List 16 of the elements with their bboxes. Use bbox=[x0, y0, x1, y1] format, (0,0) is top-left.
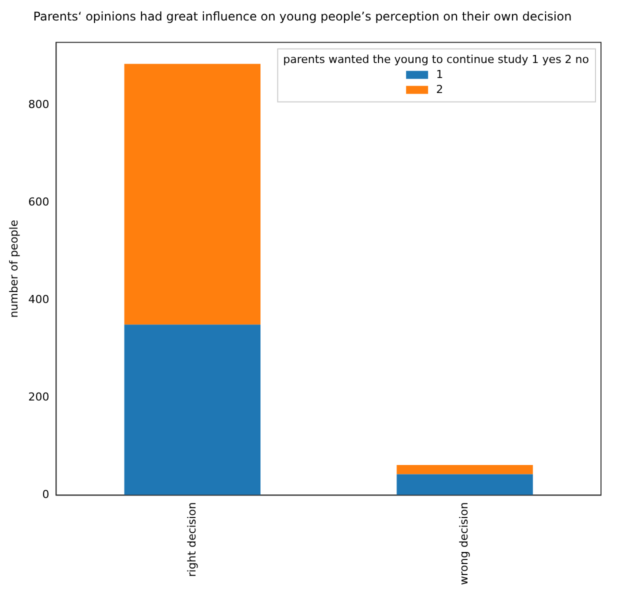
bar bbox=[396, 474, 533, 496]
legend-title: parents wanted the young to continue study 1 yes 2 no bbox=[283, 52, 590, 66]
x-tick-label: right decision bbox=[185, 502, 198, 577]
bar bbox=[124, 324, 260, 496]
bar bbox=[124, 64, 260, 325]
y-tick-label: 600 bbox=[28, 196, 50, 209]
legend-label: 1 bbox=[436, 68, 444, 81]
chart-title: Parents‘ opinions had great influence on young people’s perception on their own decision bbox=[33, 9, 572, 24]
y-tick-label: 200 bbox=[28, 390, 50, 404]
x-tick-label: wrong decision bbox=[458, 502, 471, 586]
legend-label: 2 bbox=[436, 82, 444, 96]
y-tick-label: 0 bbox=[42, 488, 50, 502]
bar bbox=[396, 464, 533, 474]
y-axis-title: number of people bbox=[7, 220, 20, 318]
y-tick-label: 800 bbox=[28, 98, 50, 112]
y-tick-label: 400 bbox=[28, 293, 50, 306]
